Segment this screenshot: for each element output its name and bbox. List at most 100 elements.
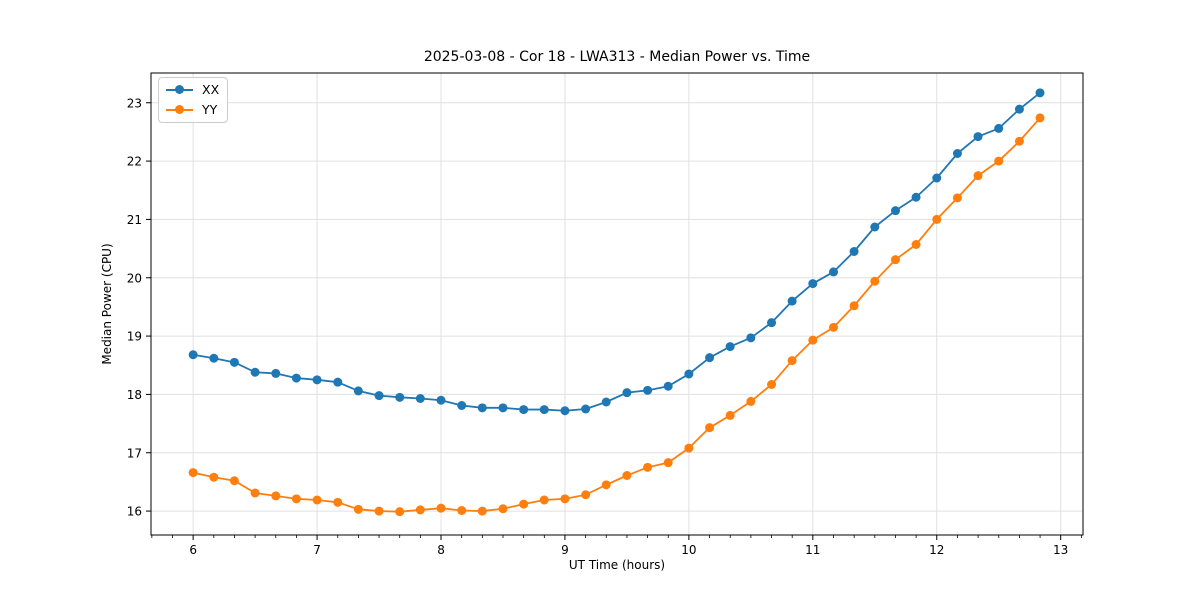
series-yy-marker <box>353 504 363 514</box>
series-xx-marker <box>849 247 859 256</box>
series-xx-marker <box>1014 104 1024 114</box>
series-xx-marker <box>560 406 570 416</box>
series-xx-marker <box>1035 88 1045 98</box>
series-xx-marker <box>312 375 322 385</box>
series-yy-marker <box>312 495 322 505</box>
series-yy-marker <box>890 255 900 265</box>
series-yy-marker <box>1035 113 1045 123</box>
axes-spines <box>150 72 1084 536</box>
series-xx-marker <box>353 386 363 396</box>
legend: XX YY <box>158 77 228 123</box>
series-xx-line <box>192 91 1041 412</box>
series-xx-marker <box>601 397 611 407</box>
series-xx-marker <box>725 342 735 352</box>
series-yy-marker <box>973 171 983 181</box>
series-yy-marker <box>663 458 673 468</box>
series-yy-marker <box>829 322 839 332</box>
series-xx-marker <box>415 394 425 403</box>
series-yy-marker <box>560 494 570 504</box>
series-xx-marker <box>663 381 673 391</box>
series-yy-marker <box>746 396 756 406</box>
legend-label-xx: XX <box>202 81 220 97</box>
series-xx-marker <box>581 404 591 414</box>
series-yy-marker <box>271 491 281 501</box>
series-xx-marker <box>519 405 529 415</box>
series-yy-marker <box>581 490 591 500</box>
series-xx-marker <box>622 388 632 398</box>
series-xx-marker <box>870 222 880 232</box>
series-xx-marker <box>539 405 549 415</box>
series-xx-marker <box>808 279 818 289</box>
series-xx-marker <box>994 123 1004 133</box>
series-xx-marker <box>477 403 487 413</box>
series-yy-marker <box>229 476 239 486</box>
series-yy-marker <box>911 240 921 249</box>
y-axis-label: Median Power (CPU) <box>100 243 114 365</box>
series-yy-marker <box>725 410 735 420</box>
legend-label-yy: YY <box>202 101 218 117</box>
series-xx-marker <box>952 149 962 158</box>
x-axis-label: UT Time (hours) <box>568 558 666 572</box>
series-xx-marker <box>395 392 405 402</box>
series-yy-marker <box>519 499 529 509</box>
series-yy-marker <box>436 503 446 513</box>
y-tick-label: 22 <box>127 155 142 169</box>
series-yy-marker <box>498 504 508 514</box>
series-yy-marker <box>374 506 384 516</box>
x-tick-label: 9 <box>561 543 569 557</box>
series-xx-marker <box>684 369 694 379</box>
series-yy-marker <box>767 380 777 389</box>
series-yy-marker <box>787 356 797 366</box>
series-xx-marker <box>209 353 219 363</box>
series-yy-marker <box>333 497 343 507</box>
y-tick-label: 16 <box>127 505 142 519</box>
y-tick-label: 20 <box>127 271 142 285</box>
series-yy-marker <box>952 193 962 203</box>
series-yy-marker <box>209 472 219 482</box>
series-xx-marker <box>767 318 777 328</box>
series-xx-marker <box>374 391 384 401</box>
series-yy-marker <box>994 156 1004 166</box>
series-yy-marker <box>291 494 301 504</box>
series-yy-marker <box>705 423 715 433</box>
chart-title: 2025-03-08 - Cor 18 - LWA313 - Median Po… <box>423 49 811 65</box>
series-yy-marker <box>457 506 467 515</box>
series-xx-marker <box>911 192 921 202</box>
series-yy-marker <box>250 488 260 498</box>
series-yy-marker <box>643 462 653 472</box>
y-tick-label: 18 <box>127 388 142 402</box>
x-tick-label: 8 <box>437 543 445 557</box>
series-yy-marker <box>849 301 859 311</box>
legend-item-xx: XX <box>166 81 220 99</box>
x-tick-label: 13 <box>1053 543 1068 557</box>
series-yy-marker <box>477 506 487 516</box>
series-xx-marker <box>333 377 343 387</box>
series-xx-marker <box>643 385 653 395</box>
x-tick-label: 12 <box>929 543 944 557</box>
series-xx-marker <box>973 132 983 142</box>
x-tick-label: 11 <box>805 543 820 557</box>
legend-marker-yy-icon <box>166 105 193 115</box>
series-yy-marker <box>415 505 425 515</box>
series-xx-marker <box>250 367 260 377</box>
series-yy-marker <box>188 468 198 478</box>
series-yy-marker <box>1014 136 1024 146</box>
series-xx-marker <box>436 395 446 405</box>
y-tick-label: 17 <box>127 446 142 460</box>
x-tick-label: 7 <box>313 543 321 557</box>
series-yy-marker <box>622 471 632 480</box>
x-tick-label: 6 <box>189 543 197 557</box>
series-xx-marker <box>890 206 900 216</box>
series-xx-marker <box>705 353 715 363</box>
legend-marker-xx-icon <box>166 85 193 95</box>
series-yy-marker <box>684 443 694 453</box>
x-tick-label: 10 <box>681 543 696 557</box>
series-xx-marker <box>457 401 467 410</box>
series-xx-marker <box>787 296 797 306</box>
y-tick-label: 21 <box>127 213 142 227</box>
series-yy-marker <box>932 214 942 224</box>
series-yy-marker <box>808 335 818 345</box>
series-xx-marker <box>229 357 239 367</box>
